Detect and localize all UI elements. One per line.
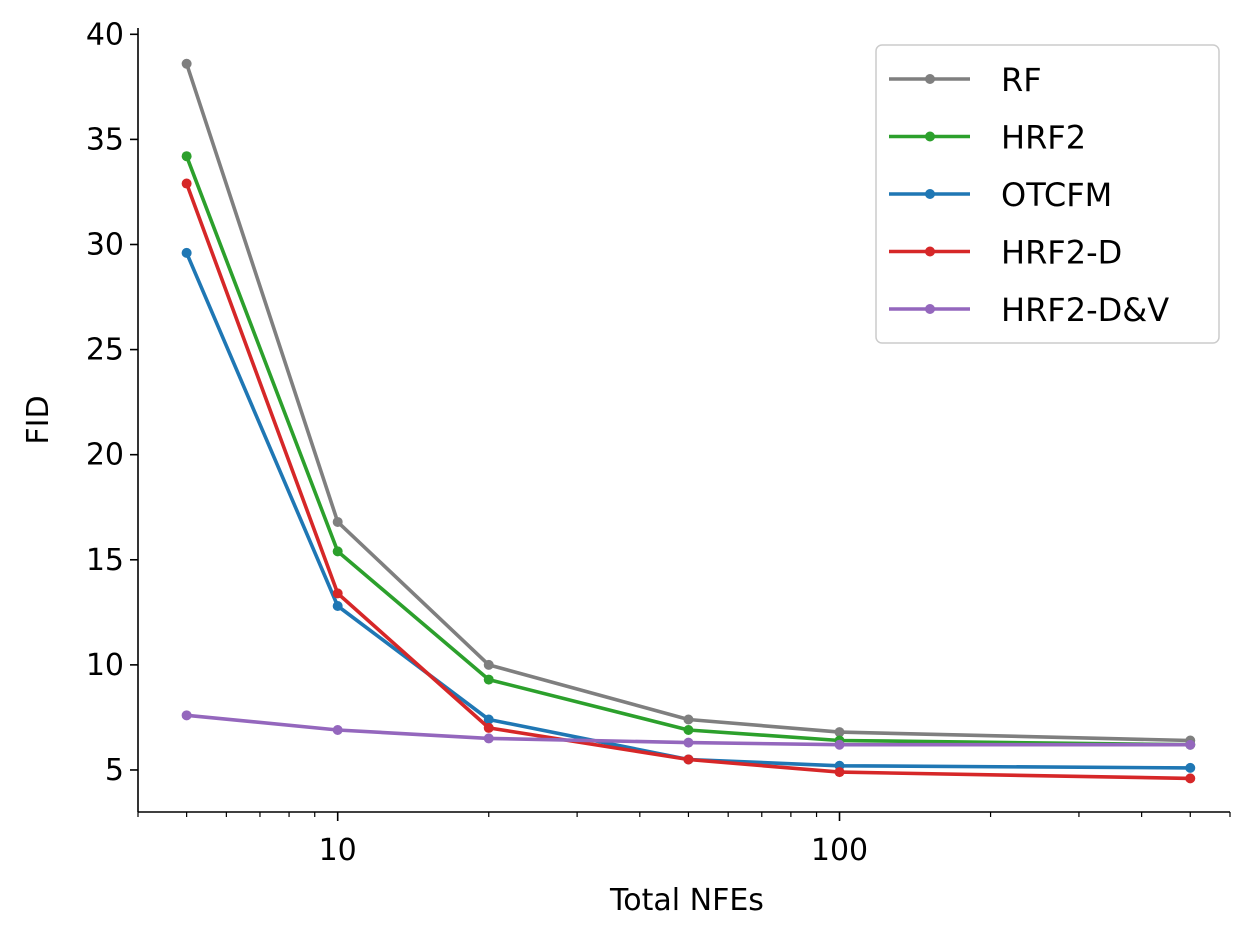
legend-frame	[875, 44, 1220, 344]
data-point-otcfm	[332, 601, 343, 612]
legend-swatch-marker	[925, 74, 935, 84]
series-line-hrf2	[184, 155, 1191, 747]
legend-entry-otcfm: OTCFM	[889, 176, 1112, 214]
y-tick-label: 10	[86, 648, 124, 683]
data-point-hrf2-d	[683, 754, 694, 765]
data-point-hrf2-d	[181, 178, 192, 189]
data-point-hrf2-d	[332, 588, 343, 599]
data-point-hrf2-d-v	[483, 733, 494, 744]
series-line-rf	[184, 63, 1191, 743]
legend-entry-hrf2-d-v: HRF2-D&V	[889, 291, 1169, 329]
legend-label: HRF2-D	[1001, 234, 1122, 272]
x-ticks: 10 100	[137, 812, 1231, 868]
data-point-hrf2-d-v	[1185, 739, 1196, 750]
data-point-rf	[683, 714, 694, 725]
data-point-hrf2-d-v	[332, 725, 343, 736]
data-point-hrf2-d	[483, 722, 494, 733]
data-point-rf	[483, 659, 494, 670]
legend-label: OTCFM	[1001, 176, 1112, 214]
y-tick-label: 40	[86, 17, 124, 52]
series-line-hrf2-d	[184, 182, 1191, 781]
data-point-hrf2-d	[1185, 773, 1196, 784]
data-point-hrf2-d	[834, 767, 845, 778]
data-point-rf	[181, 58, 192, 69]
series-line-hrf2-d-v	[186, 713, 1191, 747]
data-point-rf	[332, 516, 343, 527]
data-point-hrf2-d-v	[683, 737, 694, 748]
axes	[137, 28, 1230, 813]
legend-swatch-marker	[925, 246, 935, 257]
data-point-hrf2	[483, 674, 494, 685]
series-rf	[181, 58, 1196, 746]
series-layer	[181, 58, 1196, 784]
legend-label: HRF2	[1001, 119, 1086, 157]
data-point-otcfm	[181, 247, 192, 258]
legend-label: RF	[1001, 61, 1042, 99]
data-point-hrf2-d-v	[181, 710, 192, 721]
data-point-hrf2	[181, 151, 192, 162]
data-point-hrf2-d-v	[834, 739, 845, 750]
legend: RF HRF2 OTCFM HRF2-D HRF2-D&V	[875, 44, 1220, 344]
series-hrf2	[181, 151, 1196, 750]
y-tick-label: 15	[86, 543, 124, 578]
legend-swatch-marker	[925, 304, 935, 314]
x-tick-label: 100	[811, 833, 868, 868]
data-point-otcfm	[1185, 762, 1196, 773]
y-axis-label: FID	[21, 395, 56, 444]
y-tick-label: 20	[86, 438, 124, 473]
data-point-hrf2	[332, 546, 343, 557]
y-tick-label: 5	[105, 753, 124, 788]
data-point-hrf2	[683, 725, 694, 736]
legend-entry-rf: RF	[889, 61, 1042, 99]
data-point-otcfm	[483, 714, 494, 725]
x-axis-label: Total NFEs	[609, 883, 764, 918]
x-tick-label: 10	[319, 833, 357, 868]
y-ticks: 5 10 15 20 25 30 35 40	[86, 17, 138, 788]
legend-entry-hrf2-d: HRF2-D	[889, 234, 1122, 272]
legend-label: HRF2-D&V	[1001, 291, 1169, 329]
y-tick-label: 35	[86, 122, 124, 157]
series-hrf2-d	[181, 178, 1196, 784]
y-tick-label: 25	[86, 333, 124, 368]
y-tick-label: 30	[86, 227, 124, 262]
legend-entry-hrf2: HRF2	[889, 119, 1086, 157]
series-hrf2-d-v	[181, 710, 1196, 750]
data-point-rf	[834, 727, 845, 738]
legend-swatch-marker	[925, 189, 935, 199]
legend-swatch-marker	[925, 131, 935, 142]
